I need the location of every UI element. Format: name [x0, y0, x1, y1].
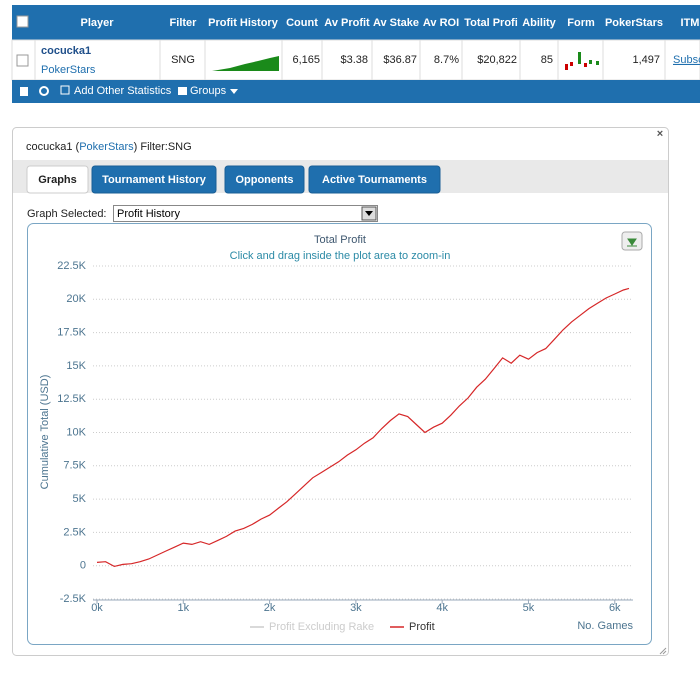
- column-header[interactable]: Total Profi: [464, 17, 518, 29]
- select-caret: [365, 211, 373, 216]
- x-tick-label: 3k: [350, 602, 362, 614]
- toolbar: [12, 80, 700, 103]
- tab[interactable]: [26, 165, 89, 194]
- y-tick-label: 17.5K: [57, 327, 86, 339]
- dropdown-caret: [230, 89, 238, 94]
- legend-label[interactable]: Profit: [409, 621, 435, 633]
- table-cell: $3.38: [340, 54, 368, 66]
- add-stats-button[interactable]: Add Other Statistics: [74, 85, 172, 97]
- table-cell[interactable]: Subsc: [673, 54, 700, 66]
- column-header[interactable]: Av Stake: [373, 17, 419, 29]
- panel-title: cocucka1 (PokerStars) Filter:SNG: [26, 141, 192, 153]
- legend-label[interactable]: Profit Excluding Rake: [269, 621, 374, 633]
- column-header[interactable]: Form: [567, 17, 595, 29]
- header-checkbox[interactable]: [16, 15, 29, 28]
- row-checkbox[interactable]: [16, 54, 29, 67]
- column-header[interactable]: Filter: [170, 17, 198, 29]
- x-tick-label: 1k: [177, 602, 189, 614]
- tab-label[interactable]: Active Tournaments: [322, 174, 427, 186]
- table-row: [11, 39, 700, 81]
- table-cell: $36.87: [383, 54, 417, 66]
- table-cell[interactable]: PokerStars: [41, 64, 96, 76]
- delete-icon[interactable]: [20, 87, 28, 96]
- column-header[interactable]: Av Profit: [324, 17, 370, 29]
- title-part: cocucka1 (: [26, 141, 80, 153]
- table-cell: $20,822: [477, 54, 517, 66]
- table-cell: 6,165: [292, 54, 320, 66]
- y-tick-label: 15K: [66, 360, 86, 372]
- y-tick-label: 7.5K: [63, 460, 86, 472]
- tab-label[interactable]: Graphs: [38, 174, 77, 186]
- x-axis-title: No. Games: [577, 620, 633, 632]
- column-header[interactable]: Player: [80, 17, 114, 29]
- graph-select-value: Profit History: [117, 208, 180, 220]
- x-tick-label: 2k: [264, 602, 276, 614]
- title-part[interactable]: PokerStars: [79, 141, 134, 153]
- close-button[interactable]: ×: [657, 128, 663, 140]
- table-cell[interactable]: cocucka1: [41, 45, 91, 57]
- y-tick-label: 20K: [66, 293, 86, 305]
- export-icon: [627, 238, 637, 247]
- chart-box: [27, 223, 652, 645]
- graph-label: Graph Selected:: [27, 208, 107, 220]
- tab[interactable]: [224, 165, 305, 194]
- y-axis-title: Cumulative Total (USD): [39, 375, 51, 490]
- x-tick-label: 4k: [436, 602, 448, 614]
- table-header: [12, 5, 700, 40]
- groups-button[interactable]: Groups: [190, 85, 227, 97]
- column-header[interactable]: PokerStars: [605, 17, 663, 29]
- table-cell: 1,497: [632, 54, 660, 66]
- tab-label[interactable]: Opponents: [235, 174, 293, 186]
- y-tick-label: 22.5K: [57, 260, 86, 272]
- tab[interactable]: [308, 165, 441, 194]
- form-bars: [565, 52, 599, 70]
- sparkline: [212, 56, 279, 71]
- y-tick-label: -2.5K: [60, 593, 87, 605]
- column-header[interactable]: Count: [286, 17, 318, 29]
- groups-icon: [178, 87, 187, 95]
- tab[interactable]: [91, 165, 217, 194]
- chart-title: Total Profit: [314, 234, 366, 246]
- title-part: ) Filter:SNG: [134, 141, 192, 153]
- x-tick-label: 6k: [609, 602, 621, 614]
- x-tick-label: 0k: [91, 602, 103, 614]
- tab-label[interactable]: Tournament History: [102, 174, 207, 186]
- column-header[interactable]: ITM: [681, 17, 700, 29]
- y-tick-label: 0: [80, 560, 86, 572]
- y-tick-label: 5K: [73, 493, 87, 505]
- graph-select[interactable]: [113, 205, 378, 222]
- table-cell: SNG: [171, 54, 195, 66]
- chart-subtitle: Click and drag inside the plot area to z…: [230, 250, 451, 262]
- resize-handle[interactable]: [659, 647, 667, 655]
- refresh-icon[interactable]: [39, 86, 49, 96]
- y-tick-label: 2.5K: [63, 526, 86, 538]
- column-header[interactable]: Av ROI: [423, 17, 459, 29]
- link-icon: [60, 85, 70, 95]
- y-tick-label: 10K: [66, 426, 86, 438]
- column-header[interactable]: Ability: [522, 17, 556, 29]
- x-tick-label: 5k: [523, 602, 535, 614]
- column-header[interactable]: Profit History: [208, 17, 279, 29]
- table-cell: 85: [541, 54, 553, 66]
- table-cell: 8.7%: [434, 54, 459, 66]
- y-tick-label: 12.5K: [57, 393, 86, 405]
- profit-line: [96, 287, 630, 568]
